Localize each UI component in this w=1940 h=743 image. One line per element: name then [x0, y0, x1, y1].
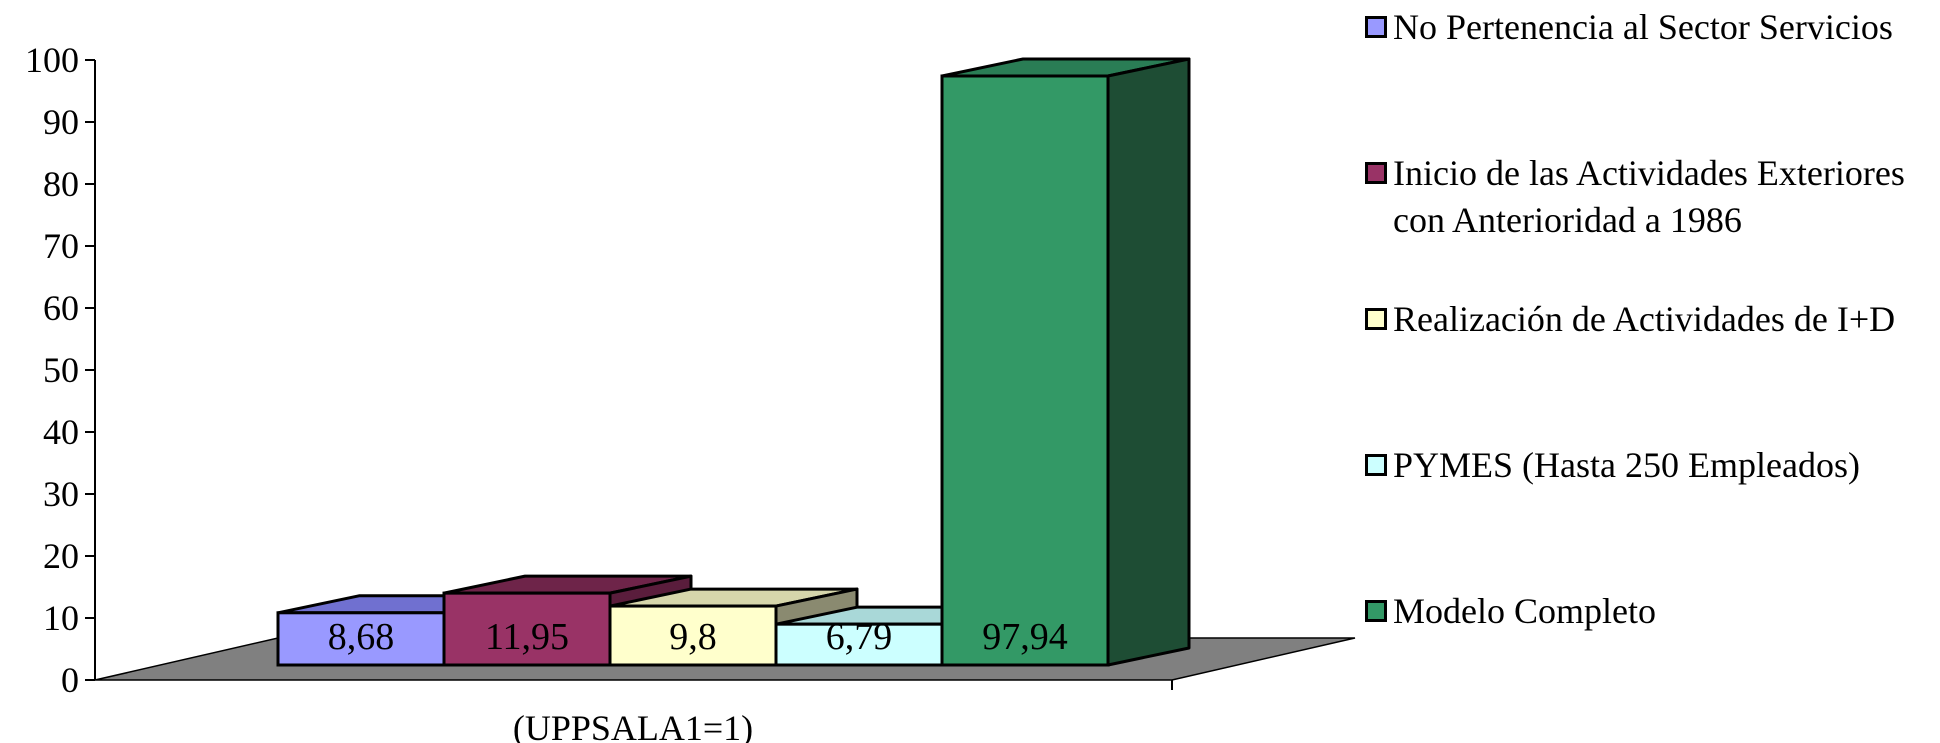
- legend-label: Realización de Actividades de I+D: [1393, 299, 1896, 339]
- legend-item: PYMES (Hasta 250 Empleados): [1365, 442, 1938, 489]
- legend-item: Modelo Completo: [1365, 588, 1938, 635]
- data-label: 6,79: [826, 616, 893, 658]
- data-label: 9,8: [669, 616, 717, 658]
- legend-item: Inicio de las Actividades Exteriores con…: [1365, 150, 1938, 244]
- y-tick-label: 20: [43, 536, 79, 576]
- legend-label: PYMES (Hasta 250 Empleados): [1393, 445, 1860, 485]
- legend-swatch: [1365, 454, 1387, 476]
- legend-item: Realización de Actividades de I+D: [1365, 296, 1938, 343]
- legend-item: No Pertenencia al Sector Servicios: [1365, 4, 1938, 51]
- legend-swatch: [1365, 162, 1387, 184]
- legend-label: Modelo Completo: [1393, 591, 1656, 631]
- bar-side: [1106, 57, 1191, 667]
- chart-area: 0 10 20 30 40 50 60 70 80 90 100 (UPPSALA1=1) 8,68 1…: [25, 40, 1356, 743]
- legend-label: No Pertenencia al Sector Servicios: [1393, 7, 1893, 47]
- legend-swatch: [1365, 16, 1387, 38]
- bar: [608, 604, 778, 667]
- bar: [442, 591, 612, 667]
- legend-swatch: [1365, 600, 1387, 622]
- x-category-label: (UPPSALA1=1): [513, 708, 753, 743]
- y-tick-label: 80: [43, 164, 79, 204]
- data-label: 8,68: [328, 616, 395, 658]
- data-label: 11,95: [485, 616, 569, 658]
- legend-swatch: [1365, 308, 1387, 330]
- legend: No Pertenencia al Sector Servicios Inicio…: [1365, 0, 1940, 743]
- legend-label: Inicio de las Actividades Exteriores con…: [1393, 153, 1905, 240]
- bar: [940, 74, 1110, 667]
- y-tick-label: 0: [61, 660, 79, 700]
- y-tick-label: 60: [43, 288, 79, 328]
- y-tick-label: 90: [43, 102, 79, 142]
- y-tick-label: 70: [43, 226, 79, 266]
- y-tick-label: 30: [43, 474, 79, 514]
- data-label: 97,94: [982, 616, 1068, 658]
- y-tick-label: 100: [25, 40, 79, 80]
- y-tick-label: 40: [43, 412, 79, 452]
- y-tick-label: 10: [43, 598, 79, 638]
- y-tick-label: 50: [43, 350, 79, 390]
